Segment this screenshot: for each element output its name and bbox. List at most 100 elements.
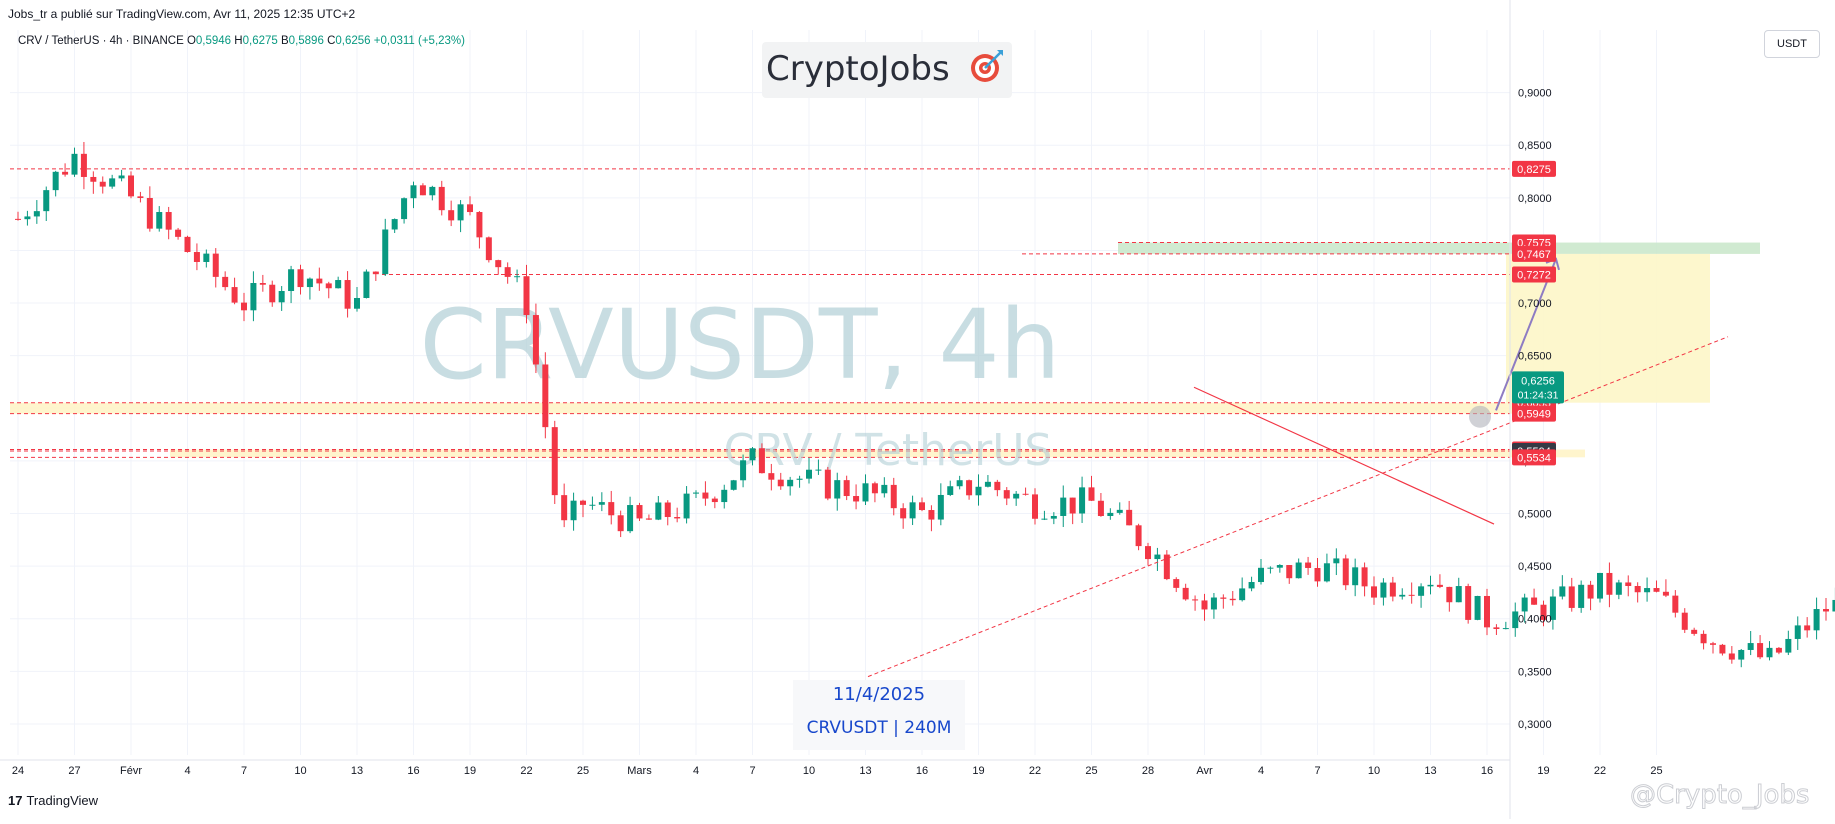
candle-body	[1248, 582, 1255, 589]
candle-body	[1728, 653, 1735, 660]
candle-body	[617, 515, 624, 532]
candle-body	[843, 480, 850, 497]
candle-body	[1361, 567, 1368, 587]
candle-body	[156, 212, 163, 229]
candle-body	[316, 278, 323, 284]
candle-body	[542, 364, 549, 428]
candle-body	[1389, 582, 1396, 597]
candle-body	[1210, 597, 1217, 610]
time-tick-label: 19	[464, 765, 476, 777]
candle-body	[1276, 565, 1283, 568]
candle-body	[297, 269, 304, 288]
candle-body	[580, 500, 586, 505]
time-tick-label: 24	[12, 765, 24, 777]
level-price-tag	[1512, 405, 1556, 422]
candle-body	[768, 473, 775, 480]
time-tick-label: 22	[520, 765, 532, 777]
candle-body	[1145, 546, 1151, 560]
candle-body	[1154, 554, 1161, 560]
annotation-date: 11/4/2025	[832, 684, 926, 705]
price-tick-label: 0,9000	[1518, 88, 1552, 100]
candle-body	[966, 480, 973, 496]
candle-body	[1116, 509, 1123, 513]
legend-b-label: B	[281, 35, 289, 47]
time-tick-label: 13	[1424, 765, 1436, 777]
candle-body	[1239, 588, 1246, 601]
candle-body	[109, 178, 116, 187]
candle-body	[1041, 518, 1048, 520]
candle-body	[824, 469, 831, 499]
tradingview-logo[interactable]: 17 TradingView	[8, 793, 98, 808]
legend-symbol[interactable]: CRV / TetherUS · 4h · BINANCE	[18, 35, 184, 47]
legend-o-label: O	[186, 35, 196, 47]
time-tick-label: 16	[407, 765, 419, 777]
candle-body	[1662, 591, 1669, 596]
candle-body	[1634, 585, 1641, 593]
price-tick-label: 0,8000	[1518, 193, 1552, 205]
candle-body	[806, 469, 812, 479]
candle-body	[1474, 595, 1481, 620]
candle-body	[1342, 558, 1349, 586]
candle-body	[693, 492, 699, 494]
candle-body	[890, 484, 897, 509]
tradingview-icon: 17	[8, 793, 23, 808]
candle-body	[24, 216, 31, 220]
time-tick-label: 16	[1481, 765, 1493, 777]
legend-h-label: H	[234, 35, 243, 47]
time-tick-label: 7	[1314, 765, 1320, 777]
candle-body	[1371, 586, 1377, 598]
candle-body	[758, 448, 765, 474]
candle-body	[1220, 597, 1227, 599]
time-tick-label: Mars	[627, 765, 652, 777]
time-tick-label: 4	[1258, 765, 1264, 777]
currency-button[interactable]: USDT	[1764, 30, 1820, 58]
candle-body	[1512, 611, 1519, 629]
candle-body	[928, 510, 935, 520]
price-tick-label: 0,4000	[1518, 614, 1552, 626]
price-axis[interactable]: 0,90000,85000,80000,75000,70000,65000,60…	[1509, 0, 1564, 819]
legend-c-label: C	[327, 35, 336, 47]
time-axis[interactable]: 24 27 Févr 4 7 10 13 16 19 22 25 Mars 4 7 10 13 16 19 22 25…	[0, 759, 1663, 777]
candle-body	[532, 315, 539, 365]
brand-title: CryptoJobs	[766, 48, 1005, 93]
candle-body	[1502, 628, 1509, 630]
candle-body	[1813, 609, 1820, 631]
candle-body	[1229, 598, 1236, 601]
candle-body	[1540, 604, 1547, 620]
candle-body	[15, 218, 21, 220]
candle-body	[984, 481, 991, 487]
rising-trendline	[867, 336, 1729, 678]
price-tick-label: 0,5000	[1518, 509, 1552, 521]
candle-body	[165, 212, 172, 230]
candle-body	[1399, 594, 1406, 597]
candle-body	[1493, 627, 1500, 630]
candle-body	[52, 171, 59, 191]
legend-high-value: 0,6275	[242, 35, 278, 47]
candle-body	[975, 486, 982, 496]
candle-body	[909, 502, 916, 519]
candle-body	[1672, 595, 1679, 613]
level-price-label: 0,7467	[1517, 249, 1551, 261]
time-tick-label: 25	[1085, 765, 1097, 777]
candle-body	[410, 185, 417, 199]
candle-body	[711, 498, 718, 503]
candle-body	[1163, 554, 1170, 580]
candle-body	[1625, 582, 1632, 586]
time-tick-label: 10	[803, 765, 815, 777]
candle-body	[1314, 567, 1321, 582]
candle-body	[1182, 587, 1189, 600]
annotation-symbol: CRVUSDT | 240M	[806, 718, 952, 738]
level-price-label: 0,5949	[1517, 409, 1551, 421]
time-tick-label: 27	[68, 765, 80, 777]
candle-body	[1823, 609, 1829, 612]
candle-body	[1305, 562, 1312, 568]
candle-body	[1352, 567, 1359, 586]
candle-body	[1775, 647, 1782, 653]
candle-body	[664, 502, 671, 518]
candle-body	[881, 484, 888, 494]
time-tick-label: 22	[1594, 765, 1606, 777]
candle-body	[1258, 567, 1264, 583]
candle-body	[467, 204, 473, 213]
